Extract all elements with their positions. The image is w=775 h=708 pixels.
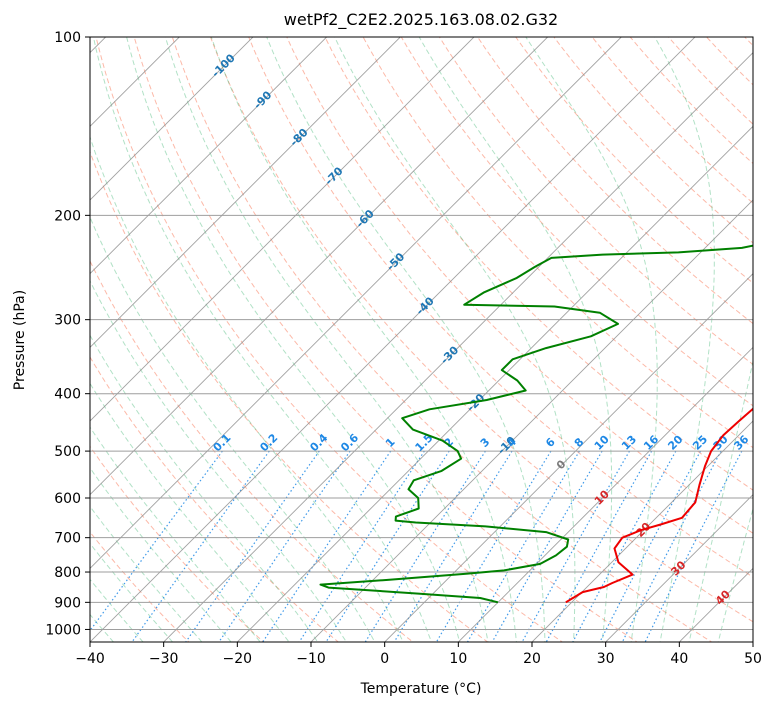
isotherm <box>163 52 753 642</box>
temperature-profile <box>565 407 753 604</box>
chart-title: wetPf2_C2E2.2025.163.08.02.G32 <box>284 10 558 30</box>
x-tick-label: 20 <box>523 651 541 667</box>
y-tick-label: 500 <box>54 444 81 460</box>
y-tick-label: 800 <box>54 565 81 581</box>
dry-adiabat <box>90 356 340 642</box>
moist-adiabat <box>92 37 432 642</box>
x-tick-label: −20 <box>223 651 253 667</box>
moist-adiabat <box>90 505 203 642</box>
moist-adiabat <box>126 37 461 642</box>
y-axis: 100 200 300 400 500 600 700 800 900 1000 <box>45 30 90 638</box>
x-tick-label: −30 <box>149 651 179 667</box>
moist-adiabat <box>90 215 376 642</box>
x-tick-label: −10 <box>296 651 326 667</box>
y-tick-label: 1000 <box>45 622 81 638</box>
moist-adiabat <box>334 37 576 642</box>
moist-adiabat <box>688 358 753 642</box>
moist-adiabat <box>418 37 613 642</box>
plot-area: -100-90-80-70-60-50-40-30-20-10010203040… <box>90 37 753 642</box>
moist-adiabat <box>717 506 753 642</box>
x-tick-label: 30 <box>597 651 615 667</box>
dry-adiabat <box>171 37 713 642</box>
y-tick-label: 400 <box>54 387 81 403</box>
dry-adiabat <box>90 445 265 642</box>
moist-adiabat <box>654 37 715 642</box>
x-tick-label: 10 <box>449 651 467 667</box>
moist-adiabat <box>90 578 144 642</box>
dry-adiabat <box>95 37 564 642</box>
isotherm <box>90 37 622 569</box>
dry-adiabat <box>90 531 190 642</box>
isotherm <box>605 494 753 642</box>
plot-frame <box>89 36 754 643</box>
dry-adiabat <box>324 37 753 491</box>
dry-adiabat <box>515 37 753 284</box>
x-axis: −40 −30 −20 −10 0 10 20 30 40 50 <box>75 642 762 667</box>
x-axis-label: Temperature (°C) <box>360 681 482 697</box>
y-tick-label: 900 <box>54 595 81 611</box>
y-tick-label: 700 <box>54 531 81 547</box>
dry-adiabat <box>248 37 753 578</box>
moist-adiabat <box>90 467 232 642</box>
isotherm <box>457 346 753 642</box>
dry-adiabat <box>90 150 489 642</box>
dry-adiabat <box>477 37 753 325</box>
dewpoint-profile <box>319 244 753 604</box>
pressure-gridlines <box>90 37 753 630</box>
x-tick-label: −40 <box>75 651 105 667</box>
moist-adiabat <box>90 382 290 642</box>
dry-adiabat <box>90 259 414 642</box>
profiles <box>319 244 753 604</box>
moist-adiabat <box>525 37 658 642</box>
y-tick-label: 300 <box>54 313 81 329</box>
moist-adiabat <box>164 37 489 642</box>
y-tick-label: 600 <box>54 491 81 507</box>
moist-adiabat <box>90 334 319 642</box>
isotherm <box>90 37 401 348</box>
moist-adiabat <box>266 37 546 642</box>
y-axis-label: Pressure (hPa) <box>12 290 28 390</box>
isotherm <box>310 199 753 642</box>
isotherm <box>236 125 753 642</box>
isotherm <box>90 37 549 496</box>
y-tick-label: 100 <box>54 30 81 46</box>
y-tick-label: 200 <box>54 208 81 224</box>
isotherm <box>384 273 753 642</box>
moist-adiabat <box>90 542 174 642</box>
x-tick-label: 40 <box>670 651 688 667</box>
isotherm <box>90 37 696 642</box>
x-tick-label: 50 <box>744 651 762 667</box>
isotherm <box>90 37 475 422</box>
x-tick-label: 0 <box>380 651 389 667</box>
